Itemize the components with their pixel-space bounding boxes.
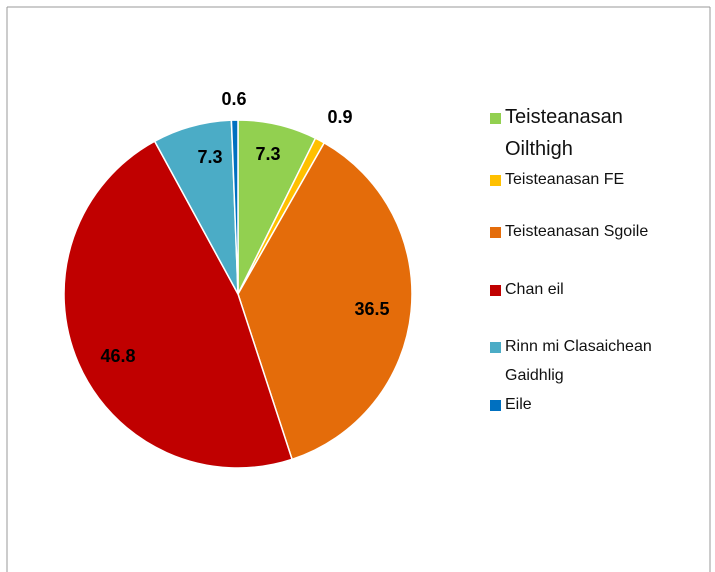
data-label: 36.5 [354,299,389,319]
legend-swatch [490,113,501,124]
data-label: 46.8 [100,346,135,366]
pie-slice [230,119,239,295]
legend-label: Teisteanasan Sgoile [505,223,649,240]
pie-slice [237,141,413,461]
data-label: 7.3 [197,147,222,167]
data-label: 7.3 [255,144,280,164]
data-label: 0.6 [221,89,246,109]
pie-slice [63,140,294,469]
legend-swatch [490,227,501,238]
legend-label: Rinn mi Clasaichean Gaidhlig [505,338,652,384]
legend-swatch [490,342,501,353]
legend-swatch [490,175,501,186]
legend-swatch [490,285,501,296]
data-label: 0.9 [327,107,352,127]
legend-swatch [490,400,501,411]
legend-label: Teisteanasan Oilthigh [505,106,623,160]
legend-label: Eile [505,396,532,413]
legend-label: Teisteanasan FE [505,171,625,188]
legend-label: Chan eil [505,281,564,298]
